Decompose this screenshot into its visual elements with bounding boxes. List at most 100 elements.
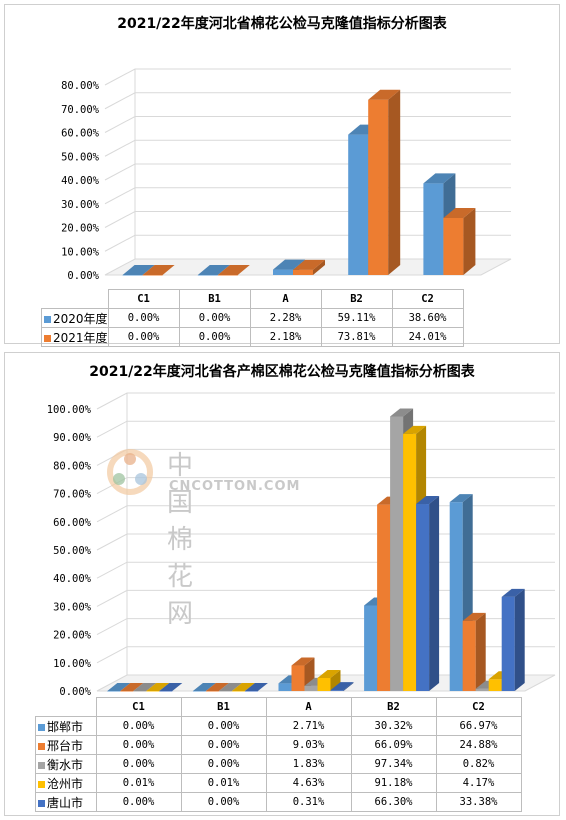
category-label: A [265, 697, 352, 717]
bar-front [146, 690, 160, 692]
bar-front [416, 504, 430, 691]
table-row: 唐山市 0.00% 0.00% 0.31% 66.30% 33.38% [35, 792, 522, 812]
data-label: 24.88% [435, 735, 522, 755]
bar-top [120, 683, 144, 691]
bar-front [488, 679, 502, 691]
bar-side [388, 89, 401, 275]
y-tick-label: 50.00% [61, 151, 100, 163]
bar-top [403, 425, 427, 434]
bar-邯郸市-C1 [107, 683, 131, 692]
bar-唐山市-C2 [501, 588, 525, 691]
data-label: 0.31% [265, 792, 352, 812]
bar-front [501, 596, 515, 691]
category-label: C1 [95, 697, 182, 717]
data-label: 0.00% [178, 308, 251, 328]
y-tick-label: 0.00% [59, 686, 91, 698]
gridline [96, 533, 555, 551]
data-label: 4.17% [435, 773, 522, 793]
bar-2021年度-C1 [142, 265, 175, 276]
y-tick-label: 60.00% [61, 128, 100, 140]
bar-top [443, 207, 476, 218]
bar-side [343, 682, 354, 691]
data-label: 33.38% [435, 792, 522, 812]
data-label: 0.00% [95, 754, 182, 774]
bar-唐山市-C1 [159, 683, 183, 692]
bar-front [273, 269, 293, 275]
data-table: C1 B1 A B2 C2 2020年度 0.00% 0.00% 2.28% 59.11% 38.6… [41, 289, 464, 347]
gridline [96, 505, 555, 523]
chart-title: 2021/22年度河北省各产棉区棉花公检马克隆值指标分析图表 [89, 364, 475, 380]
bar-top [197, 265, 230, 275]
category-label: C2 [435, 697, 522, 717]
data-label: 0.00% [180, 792, 267, 812]
data-label: 0.00% [178, 327, 251, 347]
bar-top [146, 682, 170, 691]
category-label: C2 [391, 289, 464, 309]
data-label: 91.18% [350, 773, 437, 793]
y-tick-label: 40.00% [53, 573, 92, 585]
bar-front [122, 275, 143, 276]
series-name: 沧州市 [47, 776, 84, 791]
data-label: 0.00% [95, 735, 182, 755]
gridline [96, 477, 555, 495]
category-label: B1 [180, 697, 267, 717]
bar-top [293, 259, 325, 270]
table-row: 沧州市 0.01% 0.01% 4.63% 91.18% 4.17% [35, 773, 522, 793]
bar-邢台市-C2 [462, 612, 486, 691]
legend-swatch [38, 742, 45, 750]
bar-side [244, 682, 255, 691]
data-label: 0.00% [107, 308, 180, 328]
cncotton-logo-icon [107, 449, 153, 495]
bar-2020年度-B1 [197, 265, 230, 276]
gridline [96, 561, 555, 579]
y-tick-label: 30.00% [53, 601, 92, 613]
y-tick-label: 10.00% [53, 658, 92, 670]
bar-front [205, 691, 219, 692]
y-tick-label: 70.00% [53, 489, 92, 501]
bar-front [142, 275, 163, 276]
legend-swatch [38, 780, 45, 788]
gridline [104, 139, 511, 157]
bar-front [348, 134, 369, 275]
bar-top [330, 682, 354, 691]
gridline [104, 116, 511, 133]
data-label: 0.00% [107, 327, 180, 347]
legend-swatch [44, 315, 51, 323]
y-tick-label: 40.00% [61, 175, 100, 187]
gridline [96, 618, 555, 636]
table-corner [35, 697, 97, 717]
bar-front [449, 502, 463, 691]
bar-front [231, 690, 245, 692]
bar-side [313, 259, 325, 275]
bar-front [377, 504, 391, 691]
data-label: 73.81% [320, 327, 393, 347]
bar-衡水市-B1 [218, 683, 242, 692]
bar-front [475, 688, 489, 691]
table-row: 2020年度 0.00% 0.00% 2.28% 59.11% 38.60% [41, 308, 464, 328]
data-label: 0.01% [180, 773, 267, 793]
y-tick-label: 0.00% [67, 270, 99, 282]
bar-2021年度-B2 [368, 89, 401, 275]
bar-front [133, 691, 147, 692]
data-label: 0.00% [180, 754, 267, 774]
bar-front [423, 183, 444, 275]
bar-front [217, 275, 238, 276]
legend-entry: 2021年度 [41, 327, 109, 347]
bar-front [218, 691, 232, 692]
data-label: 66.97% [435, 716, 522, 736]
series-name: 2021年度 [53, 330, 108, 345]
category-label: B2 [350, 697, 437, 717]
chart-plot-area: 0.00% 10.00% 20.00% 30.00% 40.00% 50.00% 60.00… [47, 392, 556, 698]
data-label: 24.01% [391, 327, 464, 347]
bar-front [244, 691, 258, 692]
legend-swatch [38, 723, 45, 731]
data-label: 0.00% [180, 716, 267, 736]
gridline [96, 420, 555, 438]
bar-2021年度-A [293, 259, 325, 275]
series-name: 衡水市 [47, 757, 84, 772]
bar-side [463, 207, 476, 275]
data-label: 0.00% [95, 716, 182, 736]
bar-front [304, 685, 318, 691]
y-tick-label: 20.00% [61, 223, 100, 235]
y-tick-label: 60.00% [53, 517, 92, 529]
